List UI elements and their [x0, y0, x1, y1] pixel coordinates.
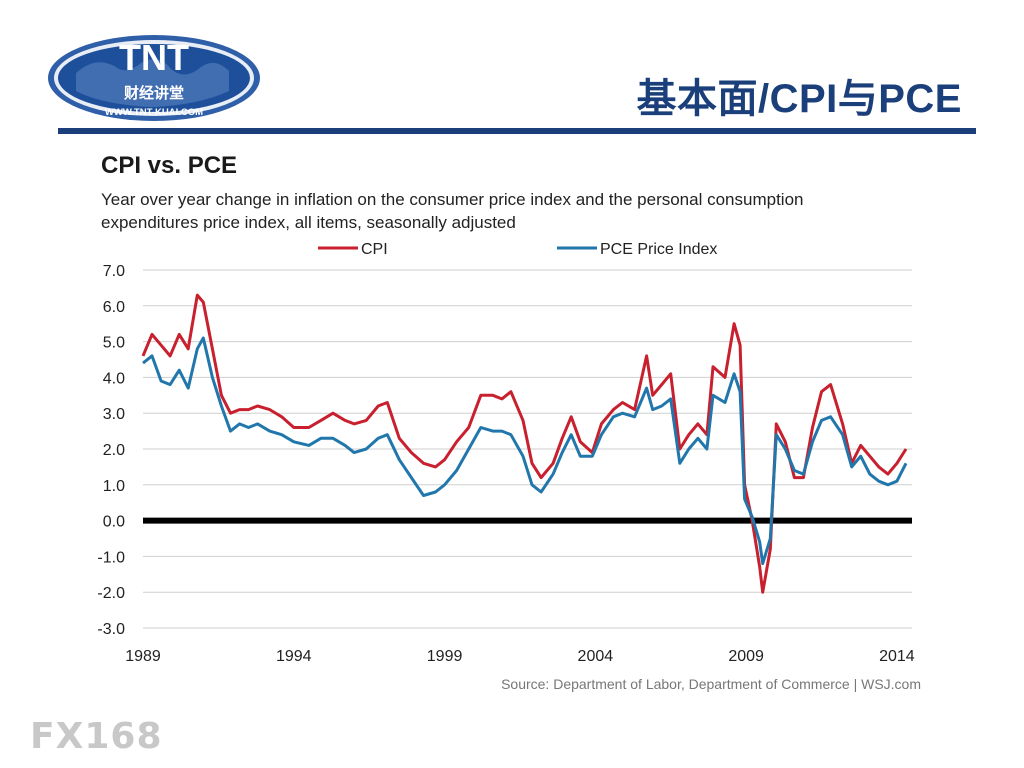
y-tick-label: 0.0 — [103, 514, 125, 531]
y-tick-label: 6.0 — [103, 299, 125, 316]
legend-label: CPI — [361, 241, 388, 258]
y-tick-label: -3.0 — [97, 621, 125, 638]
y-tick-label: -1.0 — [97, 549, 125, 566]
y-tick-label: 1.0 — [103, 478, 125, 495]
logo-chinese: 财经讲堂 — [124, 84, 184, 102]
x-tick-label: 1989 — [125, 648, 161, 665]
y-tick-label: 4.0 — [103, 370, 125, 387]
y-tick-label: 5.0 — [103, 335, 125, 352]
chart-source: Source: Department of Labor, Department … — [501, 676, 921, 692]
logo-url: WWW.TNT-KUAI.COM — [105, 107, 203, 118]
line-chart: 7.0 6.0 5.0 4.0 3.0 2.0 1.0 0.0 -1.0 -2.0 -3.01989… — [97, 241, 915, 665]
y-tick-label: 2.0 — [103, 442, 125, 459]
chart-subtitle: Year over year change in inflation on th… — [101, 190, 804, 232]
x-tick-label: 2014 — [879, 648, 915, 665]
legend-label: PCE Price Index — [600, 241, 717, 258]
series-line-pce-price-index — [142, 336, 908, 566]
chart-title: CPI vs. PCE — [101, 152, 238, 179]
tnt-logo: TNT 财经讲堂 WWW.TNT-KUAI.COM — [46, 33, 262, 123]
logo-name: TNT — [119, 37, 189, 78]
x-tick-label: 1994 — [276, 648, 312, 665]
tnt-logo-graphic: TNT 财经讲堂 WWW.TNT-KUAI.COM — [48, 35, 260, 121]
title-divider — [58, 128, 976, 134]
y-tick-label: 7.0 — [103, 263, 125, 280]
y-tick-label: -2.0 — [97, 585, 125, 602]
x-tick-label: 1999 — [427, 648, 463, 665]
x-tick-label: 2009 — [728, 648, 764, 665]
fx168-watermark: FX168 — [30, 716, 163, 757]
slide-title: 基本面/CPI与PCE — [636, 77, 962, 121]
x-tick-label: 2004 — [578, 648, 614, 665]
y-tick-label: 3.0 — [103, 406, 125, 423]
series-line-cpi — [141, 293, 908, 594]
